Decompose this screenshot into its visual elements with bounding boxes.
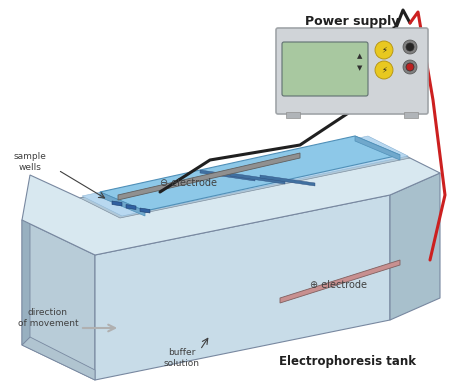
Polygon shape xyxy=(118,153,300,200)
Polygon shape xyxy=(22,337,95,380)
Polygon shape xyxy=(22,138,440,255)
Polygon shape xyxy=(355,136,400,160)
Polygon shape xyxy=(80,138,410,218)
Circle shape xyxy=(406,43,414,51)
Polygon shape xyxy=(200,170,255,181)
Text: ⊖ electrode: ⊖ electrode xyxy=(160,178,217,188)
Text: ▼: ▼ xyxy=(357,65,363,71)
FancyBboxPatch shape xyxy=(282,42,368,96)
Polygon shape xyxy=(126,205,136,210)
Text: Electrophoresis tank: Electrophoresis tank xyxy=(280,356,417,369)
Bar xyxy=(286,112,300,118)
Text: ▲: ▲ xyxy=(357,53,363,59)
Text: ⚡: ⚡ xyxy=(381,46,387,54)
Circle shape xyxy=(375,61,393,79)
Polygon shape xyxy=(260,175,315,186)
Polygon shape xyxy=(95,195,390,380)
Circle shape xyxy=(403,60,417,74)
Text: direction
of movement: direction of movement xyxy=(18,308,78,328)
Polygon shape xyxy=(100,136,400,211)
Polygon shape xyxy=(112,201,122,206)
Circle shape xyxy=(403,40,417,54)
Polygon shape xyxy=(390,173,440,320)
Polygon shape xyxy=(280,260,400,303)
Polygon shape xyxy=(140,208,150,213)
Circle shape xyxy=(375,41,393,59)
Circle shape xyxy=(406,63,414,71)
Text: Power supply: Power supply xyxy=(305,15,399,28)
Polygon shape xyxy=(22,220,95,380)
Text: buffer
solution: buffer solution xyxy=(164,348,200,368)
Text: ⚡: ⚡ xyxy=(381,66,387,74)
Bar xyxy=(404,112,418,118)
Polygon shape xyxy=(22,212,30,345)
Polygon shape xyxy=(82,136,408,216)
Text: ⊕ electrode: ⊕ electrode xyxy=(310,280,367,290)
Text: sample
wells: sample wells xyxy=(14,152,46,172)
Polygon shape xyxy=(100,192,145,216)
FancyBboxPatch shape xyxy=(276,28,428,114)
Polygon shape xyxy=(230,173,285,184)
